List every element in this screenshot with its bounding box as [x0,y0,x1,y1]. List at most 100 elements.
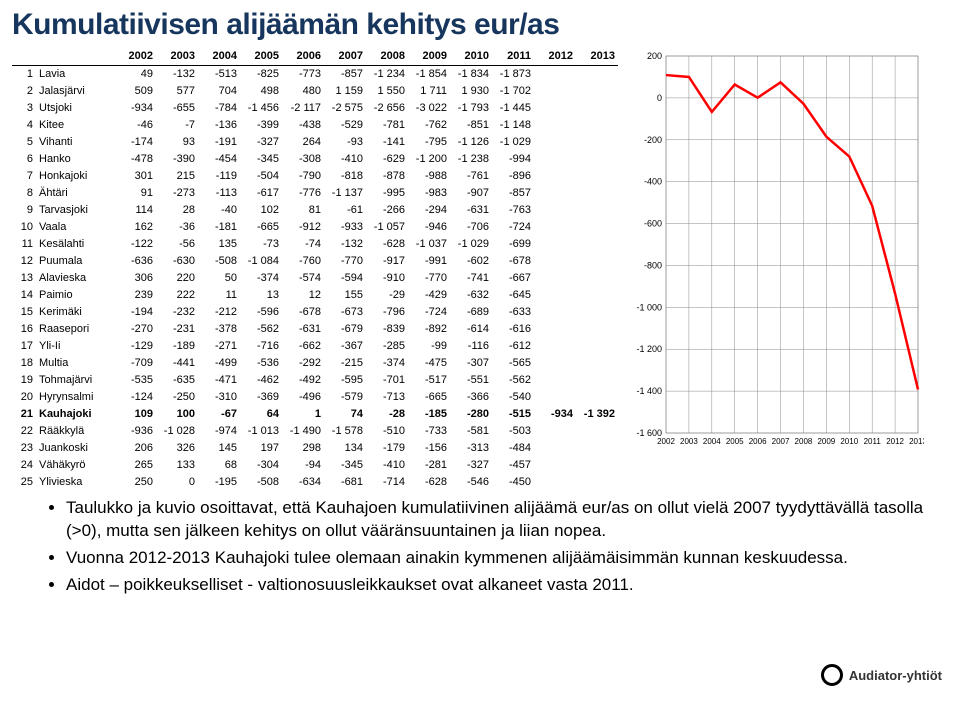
row-name: Juankoski [36,440,114,457]
cell: -471 [198,372,240,389]
row-name: Raasepori [36,321,114,338]
svg-text:2012: 2012 [886,437,904,446]
cell: -681 [324,474,366,491]
cell: -851 [450,117,492,134]
row-name: Kerimäki [36,304,114,321]
table-row: 13Alavieska30622050-374-574-594-910-770-… [12,270,618,287]
row-index: 7 [12,168,36,185]
cell: -917 [366,253,408,270]
cell: -773 [282,66,324,84]
cell: -122 [114,236,156,253]
cell: 265 [114,457,156,474]
svg-text:200: 200 [647,51,662,61]
year-header: 2003 [156,48,198,66]
row-index: 2 [12,83,36,100]
cell: -665 [408,389,450,406]
svg-text:2005: 2005 [726,437,744,446]
cell: -1 148 [492,117,534,134]
cell: -818 [324,168,366,185]
cell: 215 [156,168,198,185]
cell [534,66,576,84]
row-name: Vähäkyrö [36,457,114,474]
cell [534,440,576,457]
cell: -933 [324,219,366,236]
cell: -484 [492,440,534,457]
cell: -1 234 [366,66,408,84]
bullet-item: Aidot – poikkeukselliset - valtionosuusl… [66,574,948,597]
cell: -907 [450,185,492,202]
row-index: 20 [12,389,36,406]
table-row: 17Yli-Ii-129-189-271-716-662-367-285-99-… [12,338,618,355]
cell: -1 793 [450,100,492,117]
cell: -1 137 [324,185,366,202]
cell: -67 [198,406,240,423]
cell: -784 [198,100,240,117]
cell: -1 013 [240,423,282,440]
row-index: 15 [12,304,36,321]
row-name: Hyrynsalmi [36,389,114,406]
row-name: Ylivieska [36,474,114,491]
svg-text:-800: -800 [644,260,662,270]
cell [576,304,618,321]
cell: -1 037 [408,236,450,253]
cell [534,253,576,270]
cell: -136 [198,117,240,134]
cell: -271 [198,338,240,355]
cell: -345 [324,457,366,474]
cell: -562 [240,321,282,338]
cell: -878 [366,168,408,185]
cell: -232 [156,304,198,321]
year-header: 2007 [324,48,366,66]
logo-icon [821,664,843,686]
year-header: 2010 [450,48,492,66]
cell: -28 [366,406,408,423]
cell: 134 [324,440,366,457]
cell: 133 [156,457,198,474]
cell: -540 [492,389,534,406]
table-row: 22Rääkkylä-936-1 028-974-1 013-1 490-1 5… [12,423,618,440]
cell: -936 [114,423,156,440]
cell: -912 [282,219,324,236]
row-name: Kauhajoki [36,406,114,423]
cell: 145 [198,440,240,457]
cell: 28 [156,202,198,219]
cell: -655 [156,100,198,117]
cell [576,66,618,84]
cell: 1 [282,406,324,423]
cell: -367 [324,338,366,355]
cell [576,151,618,168]
row-index: 10 [12,219,36,236]
cell: 13 [240,287,282,304]
cell: -1 057 [366,219,408,236]
cell: 264 [282,134,324,151]
table-row: 15Kerimäki-194-232-212-596-678-673-796-7… [12,304,618,321]
cell: -273 [156,185,198,202]
cell: -1 084 [240,253,282,270]
cell [576,287,618,304]
cell: -679 [324,321,366,338]
row-index: 16 [12,321,36,338]
cell: -635 [156,372,198,389]
cell: -215 [324,355,366,372]
cell: 480 [282,83,324,100]
cell: -99 [408,338,450,355]
cell: 1 550 [366,83,408,100]
svg-text:-1 400: -1 400 [636,386,662,396]
cell [534,100,576,117]
cell: -280 [450,406,492,423]
cell: -934 [114,100,156,117]
row-index: 3 [12,100,36,117]
svg-text:-200: -200 [644,135,662,145]
cell: -46 [114,117,156,134]
cell: -983 [408,185,450,202]
row-name: Alavieska [36,270,114,287]
cell: -1 456 [240,100,282,117]
cell: -762 [408,117,450,134]
cell: -633 [492,304,534,321]
row-index: 5 [12,134,36,151]
svg-text:-1 200: -1 200 [636,344,662,354]
cell: -763 [492,202,534,219]
cell: -551 [450,372,492,389]
cell: -991 [408,253,450,270]
table-row: 20Hyrynsalmi-124-250-310-369-496-579-713… [12,389,618,406]
